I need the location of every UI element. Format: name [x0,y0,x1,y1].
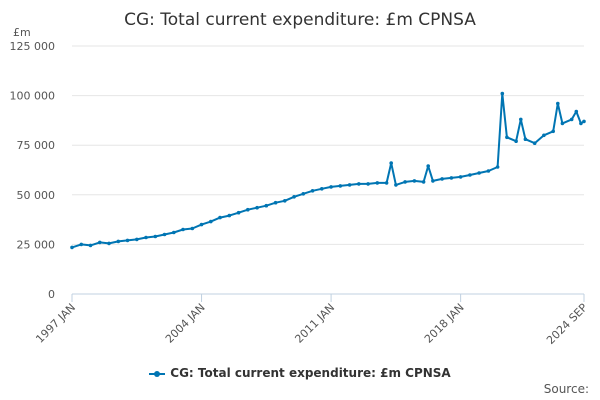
data-point[interactable] [70,245,74,250]
data-point[interactable] [255,205,259,210]
data-point[interactable] [542,133,546,138]
x-tick-label: 2011 JAN [292,301,337,346]
data-point[interactable] [532,141,537,145]
data-point[interactable] [514,139,518,143]
legend[interactable]: CG: Total current expenditure: £m CPNSA [0,366,600,380]
data-point[interactable] [519,117,523,122]
data-point[interactable] [246,207,250,212]
data-point[interactable] [218,215,222,220]
data-point[interactable] [431,179,435,183]
data-point[interactable] [468,173,472,177]
legend-swatch-icon [149,370,166,377]
y-tick-labels: 0 25 000 50 000 75 000 100 000 125 000 [10,40,56,301]
data-point[interactable] [88,243,93,248]
data-point[interactable] [403,180,407,184]
data-point[interactable] [569,117,574,122]
x-tick-label: 1997 JAN [33,301,78,346]
data-point[interactable] [264,203,269,208]
data-point[interactable] [551,129,555,134]
data-point[interactable] [144,235,148,240]
data-point[interactable] [389,161,394,165]
data-point[interactable] [421,180,426,184]
data-point[interactable] [486,169,491,173]
data-point[interactable] [116,239,121,244]
data-point[interactable] [523,137,528,141]
x-tick-labels: 1997 JAN 2004 JAN 2011 JAN 2018 JAN 2024 SEP [33,301,590,347]
data-point[interactable] [495,165,500,169]
y-tick-label: 25 000 [17,238,56,251]
data-point[interactable] [98,240,102,245]
data-point[interactable] [283,199,287,203]
x-axis [71,293,585,302]
source-credit[interactable]: Source: [543,382,589,396]
y-tick-label: 125 000 [10,40,56,53]
data-point[interactable] [505,135,509,140]
data-point[interactable] [500,91,505,96]
data-point[interactable] [292,195,296,199]
data-point[interactable] [190,226,195,231]
data-point[interactable] [162,232,167,237]
data-point[interactable] [338,184,343,188]
data-point[interactable] [347,183,352,187]
data-point[interactable] [181,227,185,232]
data-point[interactable] [236,210,241,215]
data-point[interactable] [135,237,139,242]
data-point[interactable] [556,101,560,106]
data-point[interactable] [320,187,324,191]
data-series [70,91,586,250]
data-point[interactable] [79,242,84,247]
data-point[interactable] [209,219,213,224]
x-tick-label: 2024 SEP [544,301,590,347]
y-tick-label: 0 [48,288,55,301]
chart-title: CG: Total current expenditure: £m CPNSA [124,10,476,30]
y-tick-label: 100 000 [10,90,56,103]
data-point[interactable] [301,192,306,196]
data-point[interactable] [199,222,204,227]
data-point[interactable] [310,189,315,193]
data-point[interactable] [426,164,431,168]
data-point[interactable] [357,182,361,186]
data-point[interactable] [384,181,389,185]
y-tick-label: 50 000 [17,189,56,202]
gridlines [72,45,584,245]
data-point[interactable] [574,109,579,114]
y-tick-label: 75 000 [17,139,56,152]
x-tick-label: 2018 JAN [422,301,467,346]
data-point[interactable] [366,182,370,186]
y-axis-unit-label: £m [13,26,31,39]
data-point[interactable] [582,119,586,124]
data-point[interactable] [375,181,380,185]
data-point[interactable] [227,213,232,218]
data-point[interactable] [329,185,333,189]
data-point[interactable] [107,241,111,246]
data-point[interactable] [412,179,417,183]
data-point[interactable] [440,177,444,181]
legend-label: CG: Total current expenditure: £m CPNSA [170,366,451,380]
data-point[interactable] [449,176,454,180]
data-point[interactable] [579,121,583,126]
data-point[interactable] [153,234,158,239]
data-point[interactable] [172,230,176,235]
data-point[interactable] [560,121,565,126]
data-point[interactable] [477,171,481,175]
data-point[interactable] [125,238,130,243]
data-point[interactable] [394,183,398,187]
data-point[interactable] [273,200,278,205]
data-point[interactable] [458,175,463,179]
series-line[interactable] [71,92,585,249]
x-tick-label: 2004 JAN [163,301,208,346]
